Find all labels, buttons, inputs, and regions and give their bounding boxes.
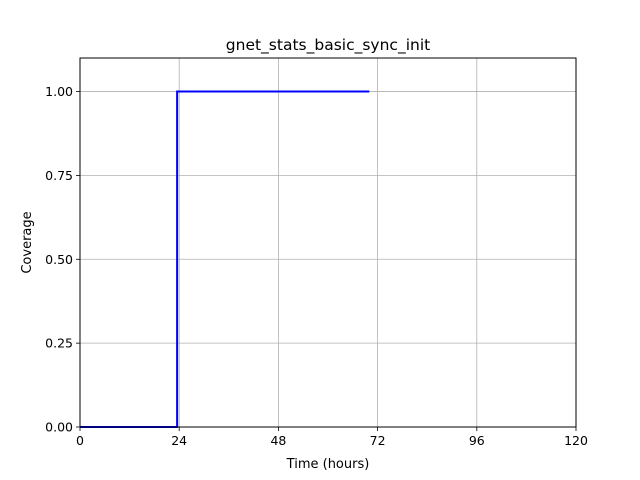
x-tick-label: 120 (564, 433, 588, 448)
x-axis-label: Time (hours) (286, 457, 370, 472)
y-tick-label: 0.75 (45, 168, 73, 183)
y-tick-label: 1.00 (45, 84, 73, 99)
plot-frame (79, 57, 577, 428)
x-tick-label: 0 (76, 433, 84, 448)
y-axis-label: Coverage (20, 211, 35, 273)
y-tick-label: 0.25 (45, 336, 73, 351)
y-tick-label: 0.00 (45, 420, 73, 435)
x-tick-label: 48 (270, 433, 286, 448)
x-tick-label: 24 (171, 433, 187, 448)
chart-title: gnet_stats_basic_sync_init (226, 36, 430, 55)
x-tick-label: 96 (469, 433, 485, 448)
axis-ticks: 0 24 48 72 96 120 0.00 0.25 0.50 0.75 1.00 (45, 84, 588, 448)
x-tick-label: 72 (370, 433, 386, 448)
y-tick-label: 0.50 (45, 252, 73, 267)
